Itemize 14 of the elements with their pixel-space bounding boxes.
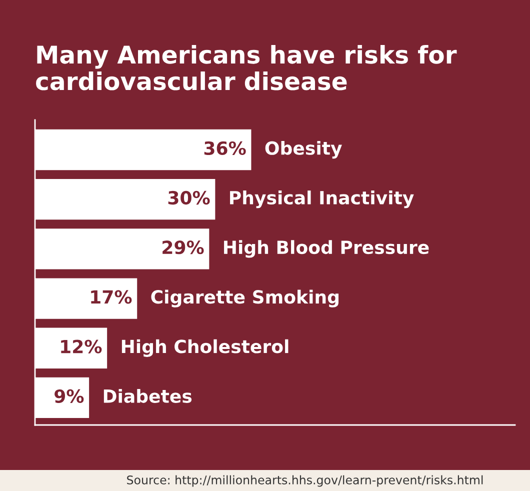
data-label: 30%: [168, 190, 210, 205]
data-label: 17%: [91, 290, 132, 304]
chart-title: Many Americans have risks for cardiovascular disease: [36, 45, 457, 90]
y-tick-label: Diabetes: [104, 388, 192, 403]
y-tick-label: Obesity: [265, 140, 342, 159]
source-note: Source: http://millionhearts.hhs.gov/learn-prevent/risks.html: [127, 475, 483, 487]
data-label: 29%: [162, 240, 204, 254]
y-tick-label: High Blood Pressure: [224, 240, 429, 258]
y-tick-label: Physical Inactivity: [230, 190, 414, 208]
data-label: 36%: [204, 141, 246, 155]
data-label: 9%: [54, 389, 84, 403]
y-tick-label: Cigarette Smoking: [151, 290, 338, 308]
y-tick-label: High Cholesterol: [122, 339, 288, 357]
data-label: 12%: [61, 340, 102, 354]
